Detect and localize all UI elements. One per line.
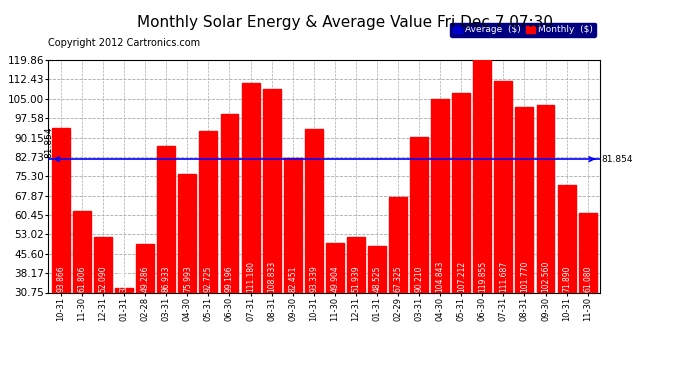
- Text: 81.854: 81.854: [602, 154, 633, 164]
- Bar: [326, 243, 344, 292]
- Bar: [284, 158, 302, 292]
- Text: 49.286: 49.286: [141, 265, 150, 292]
- Bar: [115, 288, 133, 292]
- Bar: [579, 213, 597, 292]
- Text: 82.451: 82.451: [288, 266, 297, 292]
- Bar: [157, 146, 175, 292]
- Bar: [473, 60, 491, 292]
- Text: 107.212: 107.212: [457, 261, 466, 292]
- Text: 61.080: 61.080: [583, 265, 592, 292]
- Bar: [52, 128, 70, 292]
- Bar: [263, 89, 281, 292]
- Text: 92.725: 92.725: [204, 265, 213, 292]
- Text: 101.770: 101.770: [520, 260, 529, 292]
- Bar: [495, 81, 513, 292]
- Text: Copyright 2012 Cartronics.com: Copyright 2012 Cartronics.com: [48, 38, 200, 48]
- Text: 93.866: 93.866: [57, 265, 66, 292]
- Bar: [347, 237, 365, 292]
- Bar: [410, 137, 428, 292]
- Bar: [179, 174, 197, 292]
- Bar: [94, 237, 112, 292]
- Text: 67.325: 67.325: [393, 265, 402, 292]
- Text: 75.993: 75.993: [183, 265, 192, 292]
- Text: 81.854: 81.854: [45, 126, 54, 158]
- Text: 49.904: 49.904: [331, 265, 339, 292]
- Text: 93.339: 93.339: [309, 265, 318, 292]
- Text: 99.196: 99.196: [225, 265, 234, 292]
- Text: 48.525: 48.525: [373, 265, 382, 292]
- Bar: [368, 246, 386, 292]
- Bar: [73, 211, 91, 292]
- Text: 86.933: 86.933: [161, 265, 171, 292]
- Text: Monthly Solar Energy & Average Value Fri Dec 7 07:30: Monthly Solar Energy & Average Value Fri…: [137, 15, 553, 30]
- Bar: [199, 131, 217, 292]
- Bar: [241, 82, 259, 292]
- Text: 61.806: 61.806: [77, 265, 86, 292]
- Text: 71.890: 71.890: [562, 265, 571, 292]
- Bar: [452, 93, 470, 292]
- Text: 52.090: 52.090: [99, 265, 108, 292]
- Bar: [537, 105, 555, 292]
- Bar: [136, 244, 154, 292]
- Text: 111.180: 111.180: [246, 261, 255, 292]
- Bar: [558, 185, 575, 292]
- Text: 102.560: 102.560: [541, 260, 550, 292]
- Bar: [305, 129, 323, 292]
- Text: 108.833: 108.833: [267, 261, 276, 292]
- Text: 119.855: 119.855: [477, 261, 487, 292]
- Bar: [389, 197, 407, 292]
- Bar: [221, 114, 239, 292]
- Text: 51.939: 51.939: [351, 265, 360, 292]
- Text: 32.493: 32.493: [119, 265, 128, 292]
- Text: 111.687: 111.687: [499, 261, 508, 292]
- Bar: [515, 107, 533, 292]
- Legend: Average  ($), Monthly  ($): Average ($), Monthly ($): [450, 22, 595, 37]
- Text: 104.843: 104.843: [435, 260, 444, 292]
- Text: 90.210: 90.210: [415, 265, 424, 292]
- Bar: [431, 99, 449, 292]
